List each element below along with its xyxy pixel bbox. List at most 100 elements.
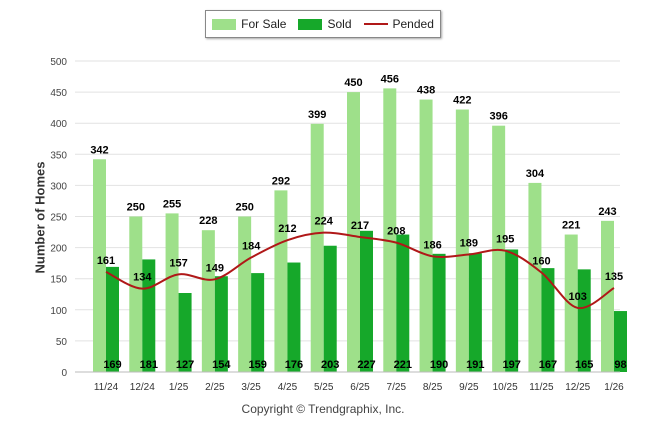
bar-for-sale: [238, 216, 252, 372]
y-tick-label: 100: [50, 306, 67, 317]
bar-for-sale: [165, 213, 179, 372]
x-tick-label: 3/25: [241, 382, 261, 393]
data-label-for-sale: 255: [163, 198, 181, 210]
legend-label-pended: Pended: [392, 17, 434, 31]
bar-sold: [178, 293, 192, 372]
y-tick-label: 250: [50, 213, 67, 224]
bar-sold: [577, 269, 591, 372]
y-tick-label: 50: [56, 337, 68, 348]
data-label-pended: 208: [387, 226, 405, 238]
data-label-sold: 98: [614, 359, 626, 371]
bar-for-sale: [455, 109, 469, 373]
data-label-pended: 160: [532, 255, 550, 267]
data-label-pended: 217: [351, 220, 369, 232]
y-tick-label: 150: [50, 275, 67, 286]
x-tick-label: 10/25: [493, 382, 518, 393]
data-label-for-sale: 396: [489, 111, 507, 123]
data-label-sold: 154: [212, 359, 231, 371]
data-label-sold: 127: [176, 359, 194, 371]
x-tick-label: 4/25: [278, 382, 298, 393]
bar-sold: [541, 268, 555, 372]
data-label-sold: 203: [321, 359, 339, 371]
x-tick-label: 7/25: [387, 382, 407, 393]
data-labels: 342 169 250 181 255 127 228 154 250 159 292 176 399 2…: [90, 73, 626, 371]
x-tick-label: 1/25: [169, 382, 189, 393]
bar-sold: [614, 311, 627, 372]
data-label-for-sale: 250: [127, 202, 145, 214]
data-label-for-sale: 228: [199, 215, 217, 227]
data-label-pended: 103: [569, 291, 587, 303]
y-tick-label: 450: [50, 88, 67, 99]
for-sale-swatch: [212, 18, 237, 30]
data-label-for-sale: 243: [598, 206, 616, 218]
data-label-pended: 195: [496, 234, 514, 246]
bar-for-sale: [129, 216, 143, 372]
bar-sold: [468, 253, 482, 372]
data-label-for-sale: 438: [417, 85, 435, 97]
y-tick-label: 200: [50, 244, 67, 255]
x-tick-label: 6/25: [350, 382, 370, 393]
pended-swatch: [363, 23, 388, 25]
data-label-for-sale: 450: [344, 77, 362, 89]
legend-item-for-sale[interactable]: For Sale: [212, 17, 286, 31]
data-label-sold: 167: [539, 359, 557, 371]
bar-for-sale: [492, 125, 506, 372]
data-label-for-sale: 399: [308, 109, 326, 121]
bar-for-sale: [528, 182, 542, 372]
bar-for-sale: [347, 92, 360, 372]
x-tick-label: 8/25: [423, 382, 443, 393]
data-label-sold: 221: [394, 359, 412, 371]
y-tick-label: 400: [50, 119, 67, 130]
data-label-pended: 161: [97, 255, 115, 267]
bar-for-sale: [93, 159, 106, 372]
y-tick-labels: 0 50 100 150 200 250 300 350 400 450 500: [50, 57, 67, 379]
bar-sold: [287, 262, 301, 372]
y-tick-label: 500: [50, 57, 67, 68]
data-label-for-sale: 221: [562, 220, 580, 232]
data-label-pended: 212: [278, 223, 296, 235]
y-tick-label: 0: [61, 368, 67, 379]
data-label-for-sale: 342: [90, 144, 108, 156]
bar-sold: [214, 276, 228, 372]
data-label-pended: 134: [133, 272, 152, 284]
x-tick-label: 11/24: [94, 382, 119, 393]
bar-for-sale: [383, 88, 397, 373]
data-label-for-sale: 292: [272, 175, 290, 187]
bar-sold: [505, 249, 519, 372]
x-tick-label: 2/25: [205, 382, 225, 393]
bar-for-sale: [419, 99, 433, 373]
data-label-for-sale: 456: [381, 73, 399, 85]
data-label-pended: 184: [242, 241, 261, 253]
data-label-pended: 189: [460, 237, 478, 249]
data-label-sold: 197: [502, 359, 520, 371]
data-label-sold: 227: [357, 359, 375, 371]
bar-for-sale: [201, 230, 215, 372]
legend: For Sale Sold Pended: [205, 10, 441, 38]
data-label-pended: 157: [169, 257, 187, 269]
data-label-for-sale: 304: [526, 168, 545, 180]
data-label-pended: 224: [315, 216, 334, 228]
bar-for-sale: [310, 123, 324, 373]
data-label-pended: 135: [605, 271, 623, 283]
pended-line: [105, 231, 615, 309]
data-label-sold: 191: [466, 359, 484, 371]
x-tick-label: 5/25: [314, 382, 334, 393]
bar-for-sale: [601, 220, 614, 372]
y-tick-label: 300: [50, 181, 67, 192]
bar-for-sale: [274, 190, 288, 372]
legend-item-sold[interactable]: Sold: [298, 17, 352, 31]
y-tick-label: 350: [50, 150, 67, 161]
y-axis-label: Number of Homes: [32, 161, 48, 274]
copyright-credit: Copyright © Trendgraphix, Inc.: [241, 402, 405, 416]
bar-sold: [323, 245, 337, 372]
legend-label-sold: Sold: [327, 17, 352, 31]
x-tick-label: 11/25: [529, 382, 554, 393]
bar-for-sale: [564, 234, 578, 372]
bar-sold: [251, 273, 265, 372]
data-label-pended: 186: [423, 239, 441, 251]
data-label-pended: 149: [206, 262, 224, 274]
x-tick-label: 12/25: [565, 382, 590, 393]
bar-sold: [106, 266, 119, 372]
legend-item-pended[interactable]: Pended: [363, 17, 434, 31]
